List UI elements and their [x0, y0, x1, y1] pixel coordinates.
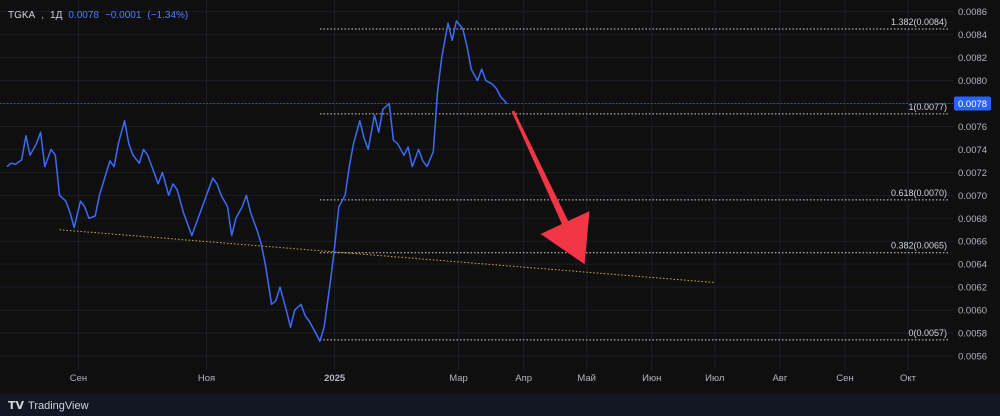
x-tick-label: Июл: [705, 373, 724, 384]
y-tick-label: 0.0074: [958, 145, 987, 156]
x-tick-label: 2025: [324, 373, 346, 384]
last-price-badge-label: 0.0078: [958, 99, 987, 110]
last-price-value: 0.0078: [68, 10, 99, 21]
symbol-name[interactable]: TGKA: [8, 10, 36, 21]
y-tick-label: 0.0064: [958, 260, 987, 271]
tradingview-brand[interactable]: TV TradingView: [8, 399, 89, 412]
y-tick-label: 0.0072: [958, 168, 987, 179]
last-price-badge: [954, 96, 991, 111]
x-tick-label: Сен: [836, 373, 853, 384]
grid: [0, 0, 953, 370]
x-tick-label: Ноя: [198, 373, 215, 384]
y-tick-label: 0.0076: [958, 122, 987, 133]
tradingview-logo-icon: TV: [8, 399, 25, 412]
x-tick-label: Окт: [900, 373, 917, 384]
price-series-line: [6, 20, 508, 342]
y-tick-label: 0.0066: [958, 237, 987, 248]
x-axis[interactable]: Сен Ноя 2025 Мар Апр Май Июн Июл Авг Сен Окт: [70, 373, 917, 384]
y-tick-label: 0.0084: [958, 30, 987, 41]
fib-level-label: 0.382(0.0065): [891, 241, 947, 251]
x-tick-label: Мар: [449, 373, 468, 384]
x-tick-label: Апр: [515, 373, 532, 384]
x-tick-label: Июн: [642, 373, 661, 384]
x-tick-label: Авг: [772, 373, 787, 384]
footer-bar: TV TradingView: [0, 394, 1000, 416]
x-tick-label: Май: [577, 373, 596, 384]
y-tick-label: 0.0062: [958, 283, 987, 294]
y-axis[interactable]: 0.0056 0.0058 0.0060 0.0062 0.0064 0.0066 0.00…: [954, 7, 991, 362]
brand-name: TradingView: [28, 399, 89, 412]
arrow-layer[interactable]: [511, 110, 590, 265]
price-series-layer: [6, 20, 508, 342]
y-tick-label: 0.0068: [958, 214, 987, 225]
y-tick-label: 0.0070: [958, 191, 987, 202]
y-tick-label: 0.0060: [958, 306, 987, 317]
symbol-legend[interactable]: TGKA, 1Д 0.0078 −0.0001 (−1.34%): [8, 10, 188, 21]
trend-line: [59, 229, 715, 284]
fib-level-label: 1(0.0077): [908, 102, 947, 112]
y-tick-label: 0.0086: [958, 7, 987, 18]
y-tick-label: 0.0056: [958, 351, 987, 362]
trend-line-layer[interactable]: [59, 229, 715, 284]
fib-level-label: 0.618(0.0070): [891, 188, 947, 198]
y-tick-label: 0.0080: [958, 76, 987, 87]
fib-level-label: 1.382(0.0084): [891, 17, 947, 27]
price-change-percent: (−1.34%): [147, 10, 189, 21]
interval-label[interactable]: 1Д: [50, 10, 63, 21]
fibonacci-retracement[interactable]: 1.382(0.0084) 1(0.0077) 0.618(0.0070) 0.382…: [319, 17, 949, 341]
price-change: −0.0001: [104, 10, 142, 21]
y-tick-label: 0.0082: [958, 53, 987, 64]
y-tick-label: 0.0058: [958, 329, 987, 340]
x-tick-label: Сен: [70, 373, 87, 384]
fib-level-label: 0(0.0057): [908, 328, 947, 338]
interval-separator: ,: [41, 10, 45, 21]
down-arrow-annotation: [511, 110, 590, 265]
